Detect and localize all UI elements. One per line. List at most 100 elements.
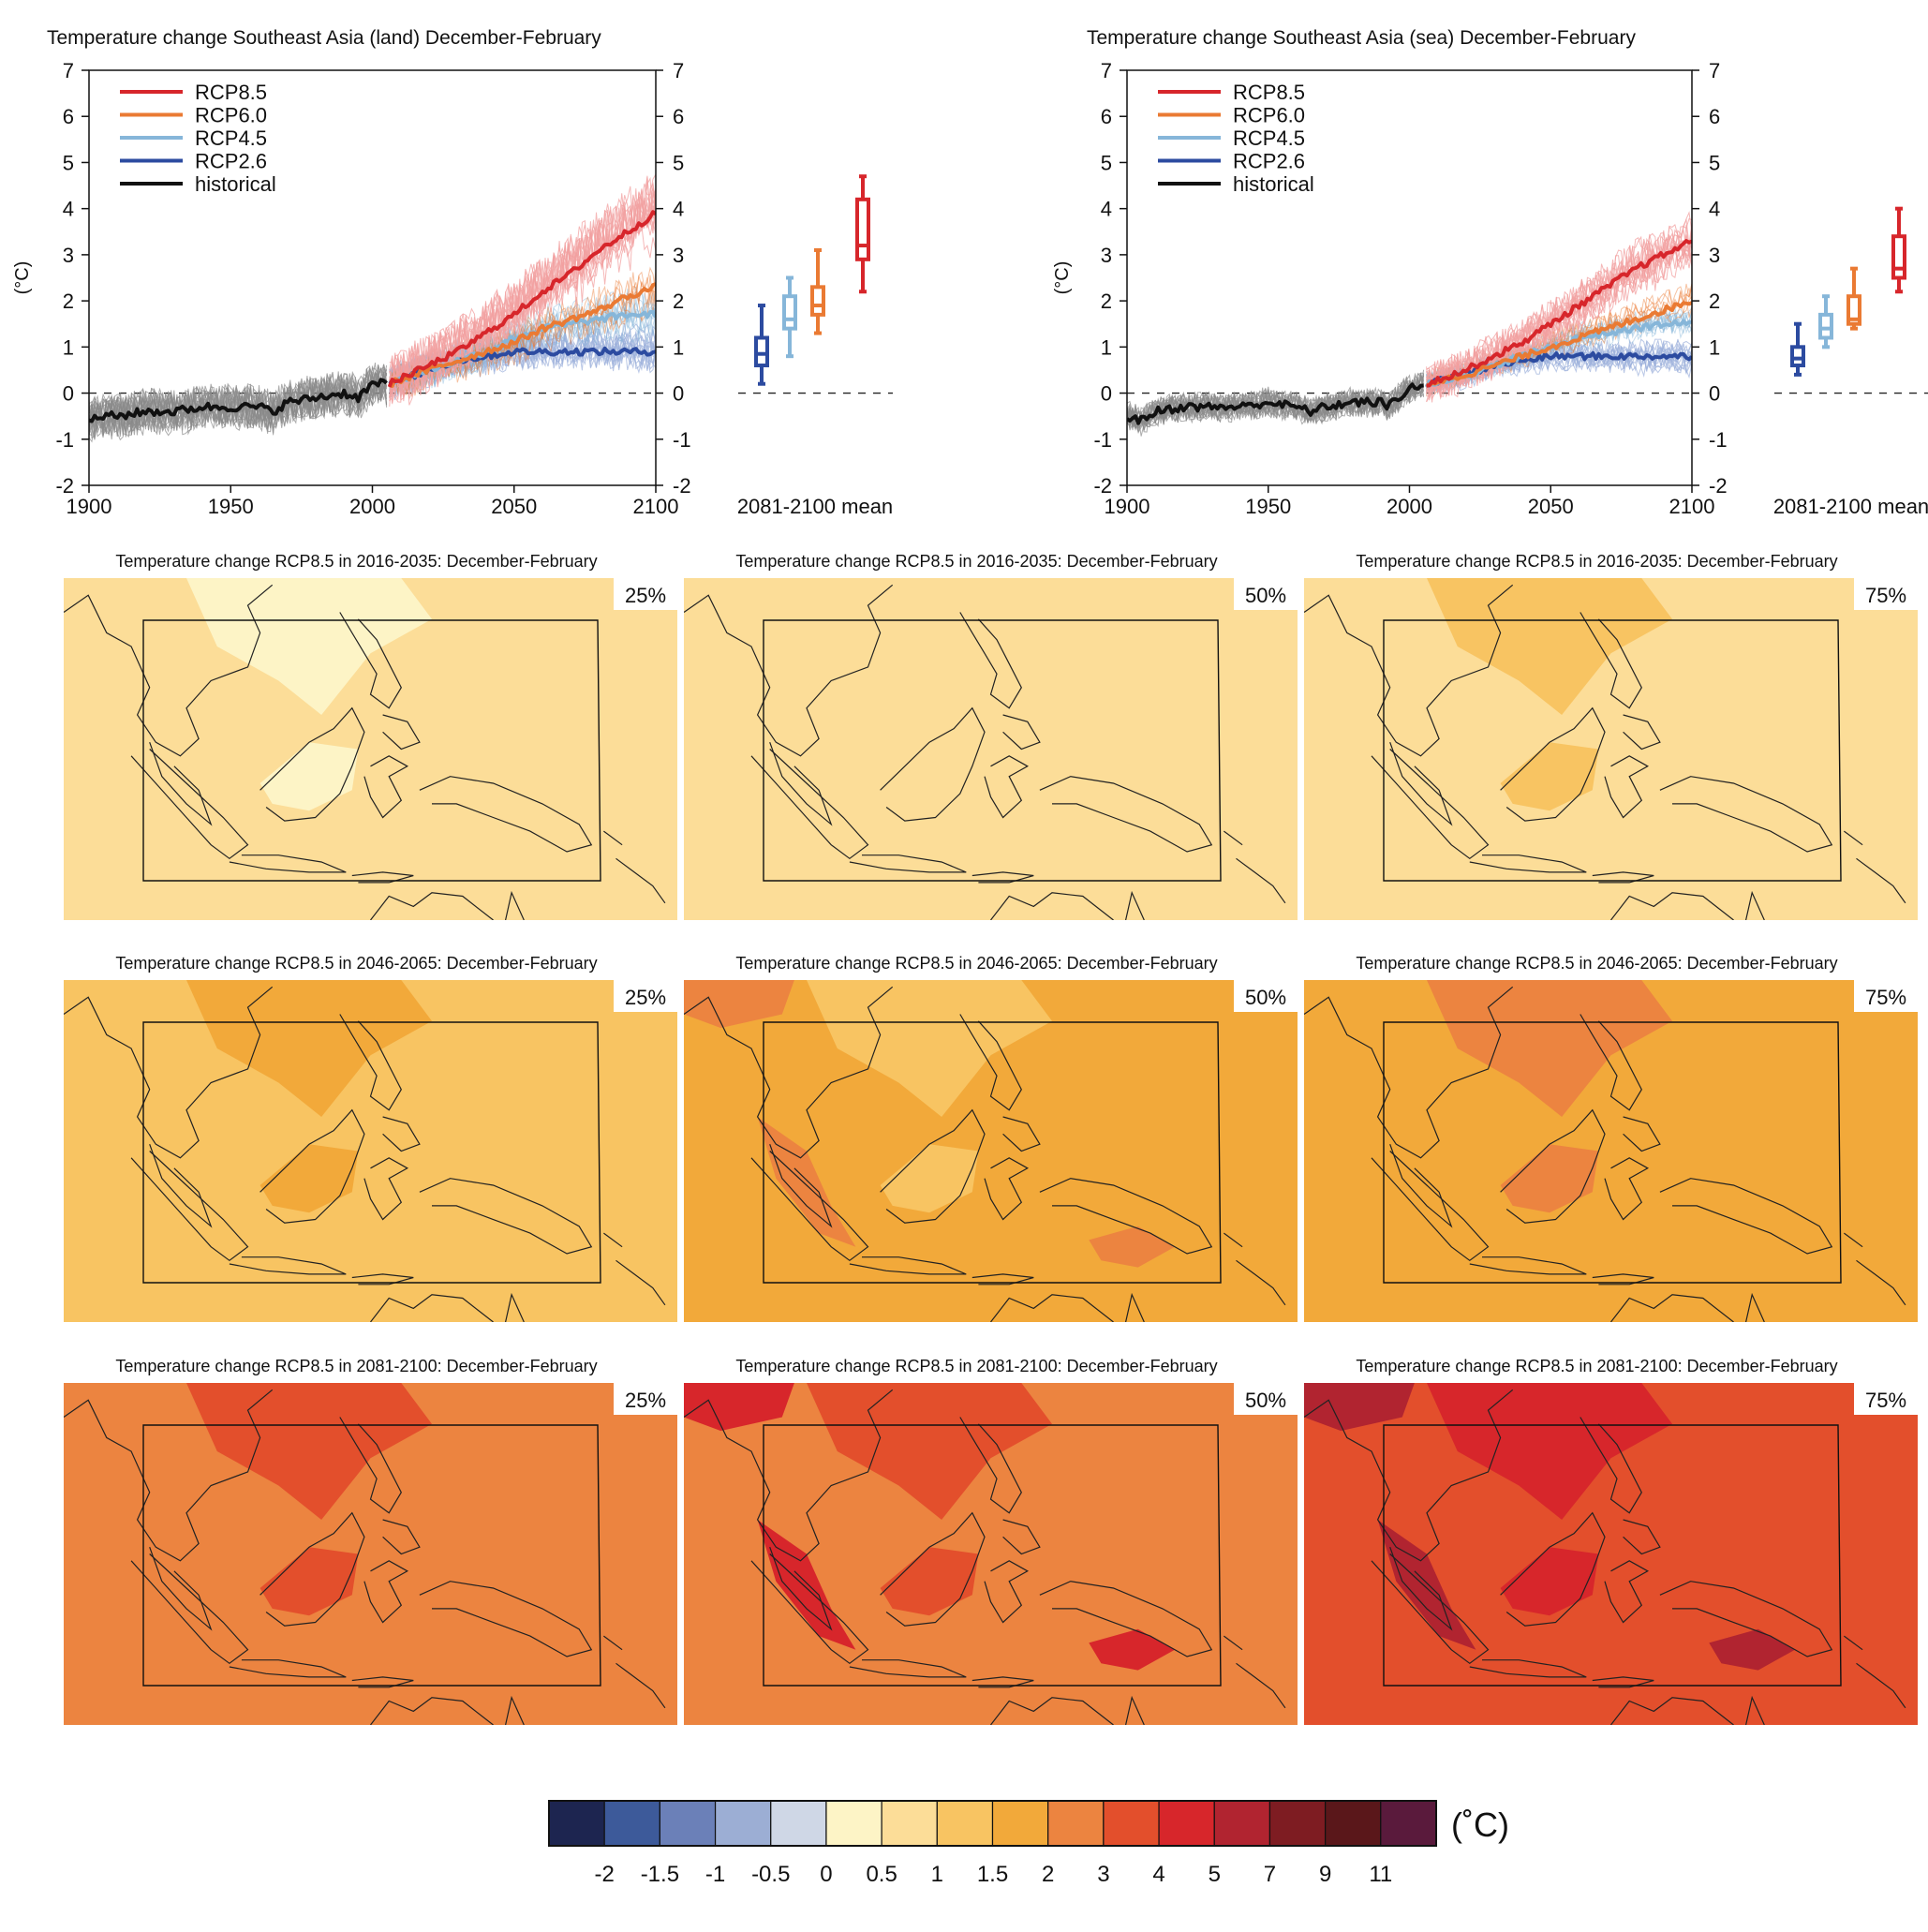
map-patch (757, 1520, 856, 1650)
map-title: Temperature change RCP8.5 in 2016-2035: … (115, 552, 597, 571)
percentile-label: 75% (1865, 584, 1906, 607)
map-panel: Temperature change RCP8.5 in 2046-2065: … (684, 954, 1298, 1322)
coastline (849, 1256, 967, 1275)
coastline (1304, 986, 1514, 1159)
map-patch (807, 980, 1052, 1117)
coastline (1844, 1635, 1863, 1651)
coastline (1224, 1635, 1243, 1651)
series-line-rcp60 (1425, 301, 1692, 388)
coastline (1039, 776, 1213, 853)
map-title: Temperature change RCP8.5 in 2046-2065: … (115, 954, 597, 973)
y-tick-label-right: 6 (673, 105, 684, 128)
map-patch (1427, 578, 1672, 715)
coastline (1469, 855, 1587, 873)
coastline (990, 1697, 1114, 1725)
map-patch (1427, 980, 1672, 1117)
region-box (1383, 619, 1842, 882)
coastline (769, 741, 833, 826)
percentile-label-bg (614, 1383, 677, 1415)
coastline (419, 776, 593, 853)
coastline (149, 741, 213, 826)
coastline (339, 1014, 402, 1111)
percentile-label: 50% (1245, 584, 1286, 607)
coastline (64, 1389, 274, 1562)
coastline (971, 1676, 1034, 1688)
y-tick-label: 5 (63, 151, 74, 174)
coastline (1389, 741, 1453, 826)
map-panel: Temperature change RCP8.5 in 2081-2100: … (64, 1357, 677, 1725)
y-tick-label-right: -1 (673, 428, 691, 452)
coastline (603, 1232, 623, 1248)
y-tick-label: -2 (55, 474, 74, 498)
map-patch (1089, 1628, 1175, 1671)
box-iqr (1790, 345, 1805, 368)
map-patch (757, 1117, 856, 1247)
ensemble-member (389, 203, 656, 402)
y-tick-label: 2 (63, 290, 74, 313)
coastline (1224, 830, 1243, 846)
coastline (351, 871, 414, 884)
map-patch (1377, 1520, 1476, 1650)
legend-label-rcp85: RCP8.5 (195, 81, 267, 104)
coastline (769, 1546, 833, 1631)
timeseries-chart-2: Temperature change Southeast Asia (sea) … (1052, 27, 1928, 518)
map-field (1304, 980, 1918, 1322)
colorbar-unit: (˚C) (1451, 1806, 1509, 1844)
x-tick-label: 1900 (1105, 495, 1150, 518)
box-rcp85 (1891, 206, 1906, 294)
box-plots: 2081-2100 mean (737, 174, 893, 518)
coastline (684, 584, 894, 757)
map-title: Temperature change RCP8.5 in 2081-2100: … (735, 1357, 1217, 1375)
coastline (505, 1695, 525, 1725)
coastline (1002, 714, 1041, 751)
coastline (130, 1553, 249, 1665)
y-tick-label-right: -1 (1709, 428, 1728, 452)
ensemble-member (89, 366, 388, 439)
y-tick-label: 0 (1101, 382, 1112, 406)
percentile-label-bg (1854, 578, 1918, 610)
map-field (64, 1383, 677, 1725)
colorbar-tick-label: 3 (1097, 1862, 1109, 1887)
colorbar-frame (548, 1800, 1437, 1847)
box-iqr (810, 285, 825, 317)
colorbar-cell (1047, 1800, 1105, 1847)
percentile-label-bg (1854, 1383, 1918, 1415)
coastline (1469, 1659, 1587, 1678)
coastline (959, 1417, 1022, 1514)
coastline (419, 1178, 593, 1255)
percentile-label-bg (1854, 980, 1918, 1012)
colorbar-tick-label: 2 (1042, 1862, 1054, 1887)
box-rcp26 (754, 304, 769, 386)
coastline (260, 706, 365, 822)
coastline (1304, 1389, 1514, 1562)
coastline (1236, 857, 1286, 904)
region-box (763, 619, 1222, 882)
map-patch (1500, 742, 1599, 811)
series-line-rcp60 (388, 282, 656, 388)
coastline (849, 1659, 967, 1678)
timeseries-chart-1: Temperature change Southeast Asia (land)… (12, 27, 893, 518)
y-tick-label: 1 (63, 335, 74, 359)
colorbar-cell (1213, 1800, 1271, 1847)
colorbar-tick-label: 11 (1369, 1862, 1392, 1887)
coastline (370, 1697, 494, 1725)
coastline (959, 1014, 1022, 1111)
box-axis-label: 2081-2100 mean (737, 495, 893, 518)
colorbar-tick-label: 7 (1264, 1862, 1276, 1887)
coastline (1371, 749, 1490, 860)
coastline (64, 584, 274, 757)
coastline (1125, 1292, 1145, 1322)
map-title: Temperature change RCP8.5 in 2016-2035: … (1356, 552, 1837, 571)
coastline (1623, 1519, 1661, 1555)
legend-label-rcp85: RCP8.5 (1233, 81, 1305, 104)
y-tick-label-right: 7 (1709, 59, 1720, 82)
coastline (1304, 584, 1514, 757)
ensemble-member (389, 304, 656, 396)
colorbar-tick-label: -1 (705, 1862, 725, 1887)
coastline (1745, 890, 1765, 920)
box-rcp60 (1846, 266, 1861, 331)
y-tick-label: 7 (63, 59, 74, 82)
colorbar-cell (1380, 1800, 1437, 1847)
coastline (1579, 1417, 1642, 1514)
